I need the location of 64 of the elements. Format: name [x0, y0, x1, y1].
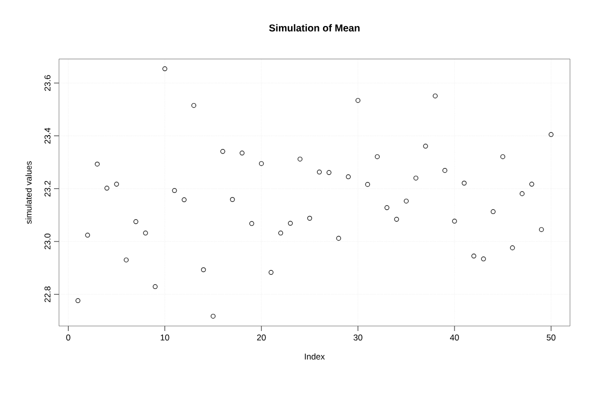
y-tick-label: 22.8	[44, 286, 50, 302]
point	[404, 198, 409, 204]
y-tick-label: 23.0	[44, 234, 50, 250]
y-axis-title: simulated values	[25, 161, 32, 224]
y-tick-label: 23.2	[44, 180, 50, 196]
point	[298, 156, 302, 162]
point	[481, 256, 486, 262]
point	[191, 103, 196, 108]
point	[85, 232, 90, 238]
point	[442, 168, 448, 173]
x-tick-label: 40	[450, 334, 459, 341]
point	[259, 161, 264, 166]
x-tick-label: 10	[160, 334, 170, 341]
point	[462, 180, 467, 186]
point	[365, 182, 370, 187]
point	[230, 197, 235, 202]
point	[307, 216, 312, 221]
x-tick-label: 20	[257, 334, 266, 341]
point	[326, 170, 332, 175]
point	[288, 220, 293, 226]
point	[182, 197, 187, 202]
point	[432, 94, 438, 98]
point	[114, 182, 119, 187]
point	[76, 298, 80, 304]
x-tick-label: 0	[66, 334, 70, 341]
point	[249, 221, 254, 226]
chart-title: Simulation of Mean	[269, 24, 360, 32]
point	[162, 66, 168, 72]
point	[414, 176, 418, 180]
point	[220, 149, 226, 154]
x-tick-label: 50	[546, 334, 556, 341]
point	[384, 205, 390, 210]
point	[471, 254, 476, 258]
x-tick-label: 30	[354, 334, 362, 341]
point	[346, 174, 351, 180]
point	[374, 154, 380, 160]
point	[356, 98, 360, 103]
point	[520, 191, 524, 196]
point	[152, 284, 158, 290]
point	[201, 267, 206, 272]
point	[336, 236, 342, 241]
point	[143, 230, 148, 236]
point	[133, 219, 138, 224]
point	[394, 216, 399, 222]
point	[529, 182, 534, 187]
point	[423, 144, 428, 149]
point	[240, 150, 244, 156]
point	[104, 186, 110, 191]
y-tick-label: 23.6	[44, 75, 50, 91]
point	[500, 154, 506, 160]
point	[539, 227, 544, 232]
point	[490, 209, 496, 214]
point	[548, 132, 554, 137]
point	[510, 245, 515, 250]
x-axis-title: Index	[304, 353, 325, 360]
point	[452, 218, 457, 224]
point	[124, 258, 129, 262]
point	[278, 230, 284, 236]
point	[94, 162, 100, 166]
point	[316, 170, 322, 174]
point	[172, 188, 177, 193]
y-tick-label: 23.4	[44, 128, 50, 144]
point	[210, 314, 216, 319]
point	[268, 270, 274, 275]
